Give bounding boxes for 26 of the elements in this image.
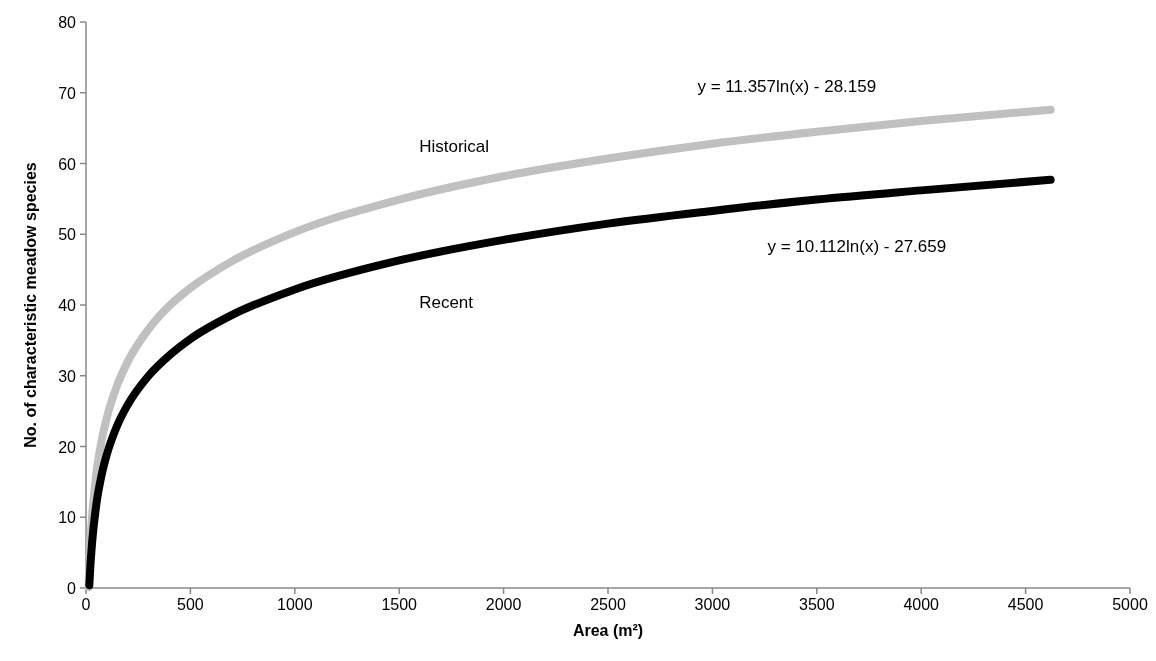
x-axis-title: Area (m²) bbox=[572, 622, 644, 639]
x-tick-label: 5000 bbox=[1112, 596, 1148, 613]
x-tick-label: 3500 bbox=[799, 596, 835, 613]
series-label: Historical bbox=[419, 136, 490, 156]
y-tick-label: 20 bbox=[58, 438, 77, 456]
y-tick-label: 80 bbox=[58, 14, 77, 31]
y-tick-label: 10 bbox=[58, 509, 77, 527]
text: Recent bbox=[419, 293, 474, 313]
y-tick-label: 60 bbox=[58, 155, 77, 173]
y-tick-label: 40 bbox=[58, 297, 77, 314]
y-tick-label: 0 bbox=[67, 580, 77, 597]
x-tick-label: 1500 bbox=[381, 596, 418, 613]
x-tick-label: 0 bbox=[81, 596, 91, 613]
x-tick-label: 4000 bbox=[903, 596, 940, 613]
annotation: y = 10.112ln(x) - 27.659 bbox=[767, 236, 947, 256]
x-tick-label: 2000 bbox=[485, 596, 522, 613]
annotation: y = 11.357ln(x) - 28.159 bbox=[697, 76, 877, 96]
x-tick-label: 3000 bbox=[694, 596, 731, 613]
x-tick-label: 2500 bbox=[590, 596, 626, 613]
y-axis-title: No. of characteristic meadow species bbox=[22, 162, 39, 448]
y-tick-label: 50 bbox=[58, 226, 77, 244]
x-tick-label: 4500 bbox=[1007, 596, 1044, 613]
x-tick-label: 500 bbox=[177, 596, 204, 613]
y-tick-label: 30 bbox=[58, 367, 77, 385]
y-tick-label: 70 bbox=[58, 84, 77, 102]
x-tick-label: 1000 bbox=[277, 596, 313, 613]
